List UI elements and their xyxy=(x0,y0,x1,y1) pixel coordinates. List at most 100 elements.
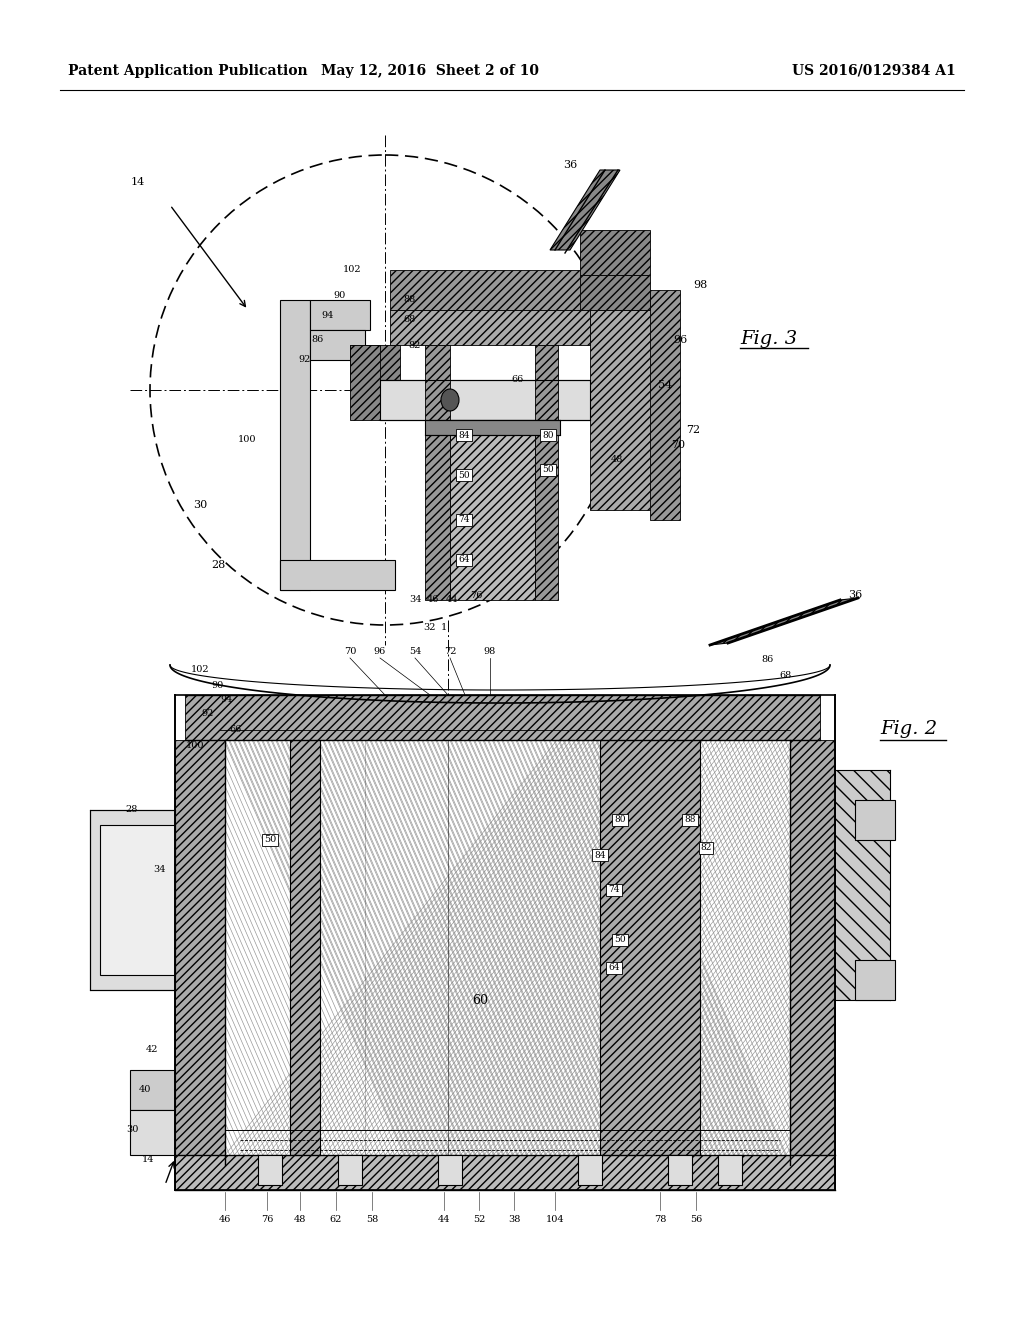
Bar xyxy=(390,310,590,345)
Text: Patent Application Publication: Patent Application Publication xyxy=(68,63,307,78)
Bar xyxy=(310,300,370,330)
Text: 64: 64 xyxy=(608,964,620,973)
Text: 64: 64 xyxy=(459,556,470,565)
Text: 72: 72 xyxy=(686,425,700,436)
Text: 68: 68 xyxy=(779,672,792,681)
Text: 36: 36 xyxy=(563,160,578,170)
Text: 30: 30 xyxy=(126,1126,138,1134)
Text: 14: 14 xyxy=(141,1155,155,1164)
Bar xyxy=(225,741,790,1155)
Bar xyxy=(590,310,660,510)
Text: 102: 102 xyxy=(190,665,209,675)
Text: 70: 70 xyxy=(344,648,356,656)
Bar xyxy=(380,380,590,420)
Text: 28: 28 xyxy=(211,560,225,570)
Text: 54: 54 xyxy=(657,380,672,389)
Text: 90: 90 xyxy=(212,681,224,690)
Text: 38: 38 xyxy=(508,1216,520,1225)
Bar xyxy=(130,1110,175,1155)
Text: 66: 66 xyxy=(512,375,524,384)
Text: 46: 46 xyxy=(427,595,439,605)
Text: 84: 84 xyxy=(594,850,606,859)
Bar xyxy=(175,1155,835,1191)
Text: 42: 42 xyxy=(145,1045,159,1055)
Text: 50: 50 xyxy=(614,936,626,945)
Bar xyxy=(185,696,820,741)
Text: 36: 36 xyxy=(848,590,862,601)
Text: Fig. 3: Fig. 3 xyxy=(740,330,797,348)
Bar xyxy=(668,1155,692,1185)
Bar xyxy=(310,330,365,360)
Text: 50: 50 xyxy=(264,836,276,845)
Text: 94: 94 xyxy=(322,310,334,319)
Bar xyxy=(290,741,319,1155)
Text: 50: 50 xyxy=(542,466,554,474)
Text: 76: 76 xyxy=(470,590,482,599)
Text: 90: 90 xyxy=(334,290,346,300)
Bar xyxy=(100,825,175,975)
Bar xyxy=(578,1155,602,1185)
Text: May 12, 2016  Sheet 2 of 10: May 12, 2016 Sheet 2 of 10 xyxy=(321,63,539,78)
Text: 54: 54 xyxy=(409,648,421,656)
Bar xyxy=(425,420,560,436)
Bar xyxy=(390,271,640,310)
Bar xyxy=(855,800,895,840)
Text: 46: 46 xyxy=(219,1216,231,1225)
Text: 14: 14 xyxy=(131,177,145,187)
Text: Fig. 2: Fig. 2 xyxy=(880,719,937,738)
Text: 70: 70 xyxy=(671,440,685,450)
Polygon shape xyxy=(550,170,620,249)
Text: 48: 48 xyxy=(610,455,624,465)
Text: 34: 34 xyxy=(409,595,421,605)
Text: 92: 92 xyxy=(299,355,311,364)
Bar xyxy=(425,345,450,601)
Text: 68: 68 xyxy=(403,315,416,325)
Text: 50: 50 xyxy=(458,470,470,479)
Text: 44: 44 xyxy=(437,1216,451,1225)
Bar xyxy=(438,1155,462,1185)
Text: 74: 74 xyxy=(459,516,470,524)
Text: 100: 100 xyxy=(185,742,204,751)
Text: 86: 86 xyxy=(762,656,774,664)
Text: 80: 80 xyxy=(614,816,626,825)
Text: 104: 104 xyxy=(546,1216,564,1225)
Bar xyxy=(450,420,535,601)
Text: 98: 98 xyxy=(693,280,708,290)
Text: 40: 40 xyxy=(139,1085,152,1094)
Text: 34: 34 xyxy=(154,866,166,874)
Bar xyxy=(350,345,400,380)
Text: 48: 48 xyxy=(294,1216,306,1225)
Polygon shape xyxy=(710,598,858,645)
Text: 72: 72 xyxy=(443,648,457,656)
Text: 1: 1 xyxy=(441,623,447,631)
Text: 94: 94 xyxy=(221,696,233,705)
Text: 66: 66 xyxy=(229,726,241,734)
Bar xyxy=(790,741,835,1166)
Text: 92: 92 xyxy=(202,710,214,718)
Text: 88: 88 xyxy=(684,816,695,825)
Bar xyxy=(175,741,225,1166)
Bar xyxy=(350,345,380,420)
Text: 58: 58 xyxy=(366,1216,378,1225)
Bar xyxy=(280,300,310,590)
Text: 32: 32 xyxy=(424,623,436,631)
Bar xyxy=(535,345,558,601)
Text: 78: 78 xyxy=(653,1216,667,1225)
Bar xyxy=(835,770,890,1001)
Bar xyxy=(338,1155,362,1185)
Ellipse shape xyxy=(441,389,459,411)
Text: 30: 30 xyxy=(193,500,207,510)
Text: 82: 82 xyxy=(409,341,421,350)
Bar xyxy=(650,290,680,520)
Bar xyxy=(600,741,700,1155)
Text: 96: 96 xyxy=(673,335,687,345)
Text: 44: 44 xyxy=(445,595,459,605)
Text: 100: 100 xyxy=(238,436,256,445)
Text: 102: 102 xyxy=(343,265,361,275)
Text: 80: 80 xyxy=(543,430,554,440)
Text: 28: 28 xyxy=(126,805,138,814)
Bar xyxy=(580,275,650,310)
Text: 98: 98 xyxy=(484,648,496,656)
Text: 60: 60 xyxy=(472,994,488,1006)
Text: 88: 88 xyxy=(403,296,416,305)
